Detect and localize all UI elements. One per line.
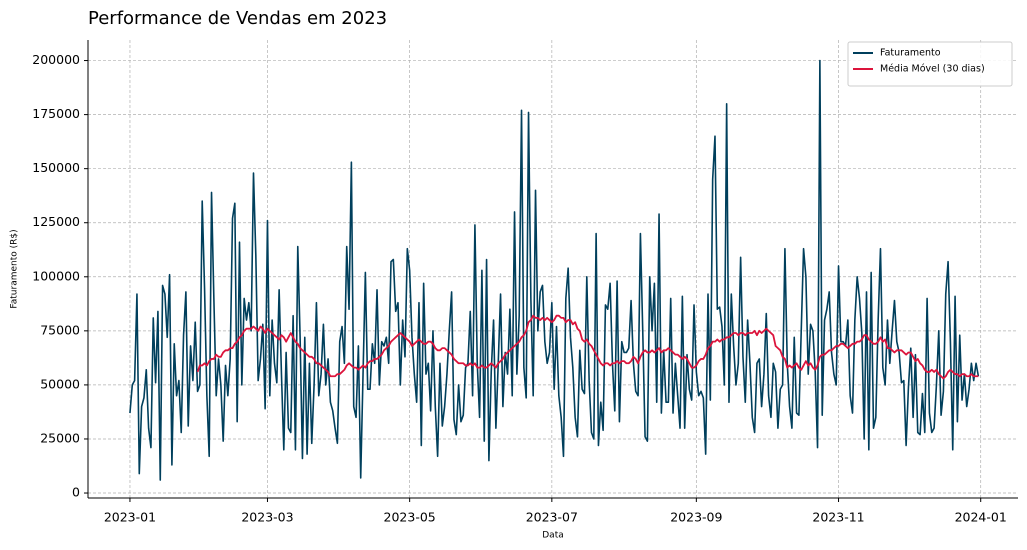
- y-tick-label: 25000: [40, 430, 80, 445]
- y-tick-label: 0: [72, 485, 80, 500]
- legend-label: Média Móvel (30 dias): [880, 64, 985, 75]
- y-tick-label: 75000: [40, 322, 80, 337]
- plot-area: [129, 59, 980, 481]
- legend-label: Faturamento: [880, 48, 941, 59]
- x-tick-label: 2023-01: [104, 510, 156, 525]
- x-tick-label: 2023-07: [526, 510, 578, 525]
- y-tick-label: 200000: [32, 52, 80, 67]
- x-tick-label: 2024-01: [955, 510, 1007, 525]
- x-axis-label: Data: [542, 531, 564, 541]
- series-line: [196, 314, 979, 380]
- y-axis-label: Faturamento (R$): [10, 229, 20, 308]
- chart-title: Performance de Vendas em 2023: [88, 8, 387, 29]
- legend-box: [847, 41, 1013, 87]
- x-tick-label: 2023-03: [241, 510, 293, 525]
- y-tick-label: 125000: [32, 214, 80, 229]
- y-tick-label: 50000: [40, 376, 80, 391]
- y-tick-label: 100000: [32, 268, 80, 283]
- y-tick-label: 150000: [32, 160, 80, 175]
- series-line: [129, 59, 980, 481]
- x-tick-label: 2023-11: [812, 510, 864, 525]
- grid: [88, 40, 1018, 498]
- y-tick-label: 175000: [32, 106, 80, 121]
- x-tick-label: 2023-05: [384, 510, 436, 525]
- x-tick-label: 2023-09: [670, 510, 722, 525]
- legend: Faturamento Média Móvel (30 dias): [847, 41, 1013, 87]
